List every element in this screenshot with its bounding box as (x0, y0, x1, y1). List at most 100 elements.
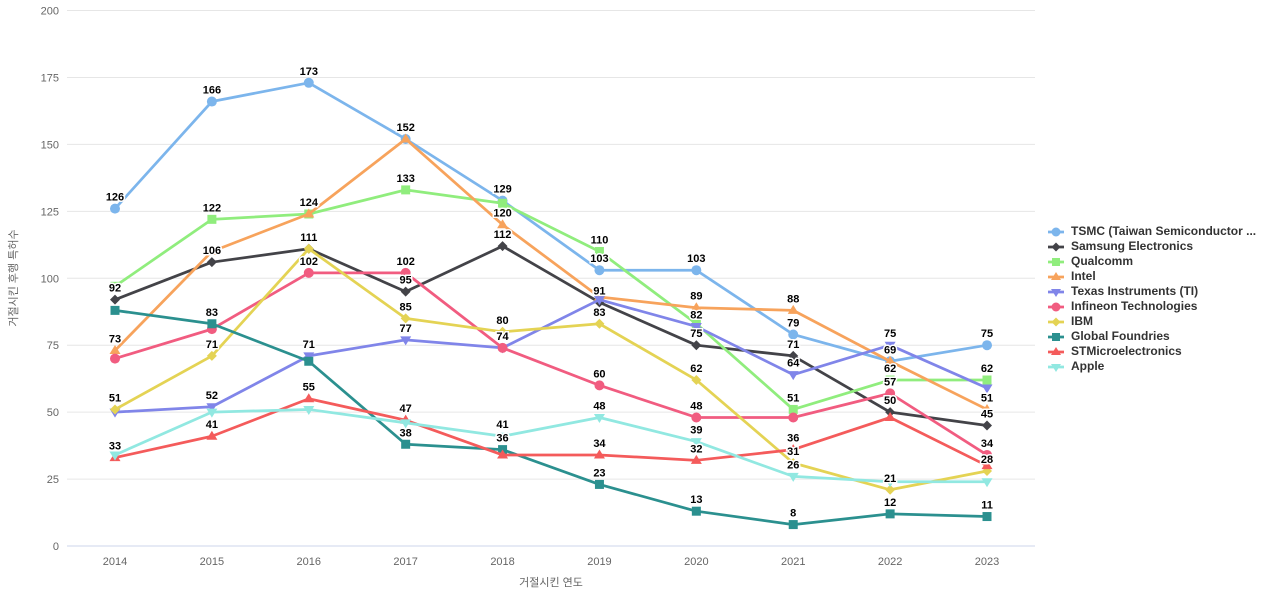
diamond-marker[interactable] (400, 286, 411, 297)
diamond-marker[interactable] (303, 243, 314, 254)
triangle-marker[interactable] (109, 345, 121, 355)
square-marker[interactable] (110, 281, 120, 291)
diamond-marker[interactable] (788, 457, 799, 468)
triangle-marker[interactable] (303, 208, 315, 218)
circle-marker[interactable] (206, 96, 217, 107)
diamond-marker[interactable] (110, 294, 120, 305)
triangle-down-marker[interactable] (787, 371, 799, 381)
series-line[interactable] (113, 81, 988, 363)
legend-item-10[interactable]: Apple (1046, 359, 1256, 374)
triangle-down-marker[interactable] (400, 419, 412, 429)
circle-marker[interactable] (885, 388, 896, 399)
triangle-down-marker[interactable] (206, 403, 218, 413)
legend-item-5[interactable]: Texas Instruments (TI) (1046, 284, 1256, 299)
square-marker[interactable] (401, 439, 411, 449)
square-marker[interactable] (691, 506, 701, 516)
triangle-marker[interactable] (206, 245, 218, 255)
diamond-marker[interactable] (691, 340, 702, 351)
triangle-marker[interactable] (400, 133, 412, 143)
diamond-marker[interactable] (691, 374, 702, 385)
diamond-marker[interactable] (206, 257, 217, 268)
series-line[interactable] (114, 188, 988, 411)
triangle-marker[interactable] (497, 219, 509, 229)
triangle-down-marker[interactable] (690, 438, 702, 448)
square-marker[interactable] (498, 198, 508, 208)
triangle-marker[interactable] (981, 460, 993, 470)
series-line[interactable] (114, 137, 988, 411)
triangle-marker[interactable] (690, 302, 702, 312)
circle-marker[interactable] (982, 449, 993, 460)
circle-marker[interactable] (691, 265, 702, 276)
square-marker[interactable] (594, 479, 604, 489)
triangle-down-marker[interactable] (593, 296, 605, 306)
circle-marker[interactable] (497, 342, 508, 353)
legend-item-2[interactable]: Samsung Electronics (1046, 239, 1256, 254)
legend-item-1[interactable]: TSMC (Taiwan Semiconductor ... (1046, 224, 1256, 239)
square-marker[interactable] (982, 512, 992, 522)
diamond-marker[interactable] (497, 326, 508, 337)
diamond-marker[interactable] (497, 241, 508, 252)
diamond-marker[interactable] (594, 318, 605, 329)
circle-marker[interactable] (788, 329, 799, 340)
triangle-marker[interactable] (981, 403, 993, 413)
legend-item-4[interactable]: Intel (1046, 269, 1256, 284)
series-line[interactable] (114, 397, 988, 467)
triangle-down-marker[interactable] (206, 408, 218, 418)
square-marker[interactable] (207, 319, 217, 329)
triangle-down-marker[interactable] (400, 336, 412, 346)
diamond-marker[interactable] (110, 404, 120, 415)
series-line[interactable] (114, 408, 988, 484)
circle-marker[interactable] (594, 265, 605, 276)
circle-marker[interactable] (303, 267, 314, 278)
triangle-marker[interactable] (206, 430, 218, 440)
triangle-down-marker[interactable] (497, 432, 509, 442)
square-marker[interactable] (885, 509, 895, 519)
series-line[interactable] (114, 247, 988, 492)
legend-item-6[interactable]: Infineon Technologies (1046, 299, 1256, 314)
circle-marker[interactable] (788, 412, 799, 423)
triangle-down-marker[interactable] (593, 413, 605, 423)
diamond-marker[interactable] (885, 484, 896, 495)
triangle-marker[interactable] (303, 393, 315, 403)
circle-marker[interactable] (303, 77, 314, 88)
triangle-marker[interactable] (884, 355, 896, 365)
legend-item-8[interactable]: Global Foundries (1046, 329, 1256, 344)
triangle-down-marker[interactable] (787, 472, 799, 482)
circle-marker[interactable] (400, 267, 411, 278)
series-line[interactable] (114, 309, 988, 526)
diamond-marker[interactable] (400, 313, 411, 324)
triangle-down-marker[interactable] (884, 341, 896, 351)
triangle-down-marker[interactable] (109, 451, 121, 461)
square-marker[interactable] (304, 356, 314, 366)
square-marker[interactable] (594, 246, 604, 256)
legend-item-9[interactable]: STMicroelectronics (1046, 344, 1256, 359)
diamond-marker[interactable] (206, 350, 217, 361)
triangle-marker[interactable] (787, 444, 799, 454)
diamond-marker[interactable] (788, 350, 799, 361)
square-marker[interactable] (788, 520, 798, 530)
series-line[interactable] (114, 244, 988, 427)
legend-item-3[interactable]: Qualcomm (1046, 254, 1256, 269)
diamond-marker[interactable] (982, 420, 993, 431)
square-marker[interactable] (885, 375, 895, 385)
circle-marker[interactable] (110, 353, 120, 364)
square-marker[interactable] (982, 375, 992, 385)
circle-marker[interactable] (594, 380, 605, 391)
square-marker[interactable] (207, 214, 217, 224)
legend-item-7[interactable]: IBM (1046, 314, 1256, 329)
square-marker[interactable] (401, 185, 411, 195)
triangle-down-marker[interactable] (981, 478, 993, 488)
triangle-marker[interactable] (593, 449, 605, 459)
square-marker[interactable] (788, 404, 798, 414)
triangle-marker[interactable] (884, 411, 896, 421)
circle-marker[interactable] (982, 340, 993, 351)
square-marker[interactable] (110, 305, 120, 315)
circle-marker[interactable] (110, 203, 120, 214)
series-line[interactable] (114, 298, 988, 414)
triangle-marker[interactable] (787, 304, 799, 314)
triangle-down-marker[interactable] (884, 478, 896, 488)
triangle-down-marker[interactable] (303, 405, 315, 415)
circle-marker[interactable] (691, 412, 702, 423)
triangle-marker[interactable] (497, 449, 509, 459)
triangle-marker[interactable] (690, 454, 702, 464)
